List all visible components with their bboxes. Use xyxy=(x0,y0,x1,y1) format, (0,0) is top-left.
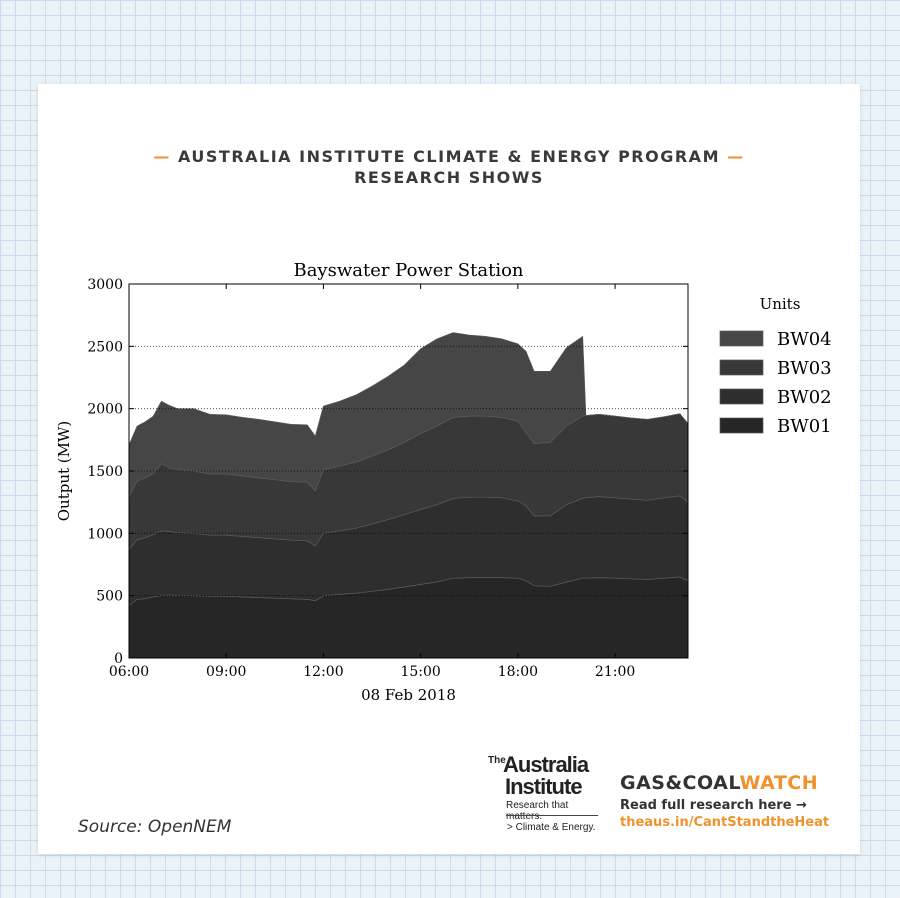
legend-swatch-bw03 xyxy=(719,359,764,376)
tai-logo-sub: > Climate & Energy. xyxy=(507,822,596,833)
infographic-card: — AUSTRALIA INSTITUTE CLIMATE & ENERGY P… xyxy=(38,84,860,854)
xtick-label: 18:00 xyxy=(498,664,538,680)
y-axis-label: Output (MW) xyxy=(55,421,73,522)
australia-institute-logo: The Australia Institute Research that ma… xyxy=(488,752,603,842)
xtick-label: 21:00 xyxy=(595,664,635,680)
ytick-label: 3000 xyxy=(87,277,123,293)
ytick-label: 2500 xyxy=(87,339,123,355)
tai-logo-line2: Institute xyxy=(505,774,583,799)
gcw-read-more: Read full research here → xyxy=(620,798,807,813)
bayswater-area-chart: 0 500 1000 1500 2000 2500 3000 06:00 09:00 12:00 1… xyxy=(55,260,832,704)
tai-logo-the: The xyxy=(488,755,506,766)
ytick-label: 0 xyxy=(114,651,123,667)
xtick-label: 09:00 xyxy=(206,664,246,680)
ytick-label: 1000 xyxy=(87,526,123,542)
legend-swatch-bw01 xyxy=(719,417,764,434)
header-dash-right: — xyxy=(727,147,745,166)
header-dash-left: — xyxy=(153,147,171,166)
gas-coal-watch-block: GAS&COALWATCH Read full research here → … xyxy=(620,772,850,830)
xtick-label: 12:00 xyxy=(303,664,343,680)
legend-label-bw02: BW02 xyxy=(777,387,832,408)
source-note: Source: OpenNEM xyxy=(78,817,232,837)
ytick-label: 1500 xyxy=(87,464,123,480)
gcw-brand-part1: GAS&COAL xyxy=(620,772,740,794)
legend-title: Units xyxy=(760,295,801,313)
gcw-brand: GAS&COALWATCH xyxy=(620,772,850,794)
ytick-label: 500 xyxy=(96,589,123,605)
legend-swatch-bw02 xyxy=(719,388,764,405)
program-header: — AUSTRALIA INSTITUTE CLIMATE & ENERGY P… xyxy=(38,146,860,188)
area-bw04 xyxy=(128,332,689,498)
legend-label-bw03: BW03 xyxy=(777,358,832,379)
xtick-label: 15:00 xyxy=(400,664,440,680)
ytick-label: 2000 xyxy=(87,402,123,418)
legend-label-bw01: BW01 xyxy=(777,416,832,437)
tai-logo-line1: Australia xyxy=(503,752,589,777)
tai-logo-tagline: Research that matters. xyxy=(506,800,569,822)
chart-title: Bayswater Power Station xyxy=(293,260,523,281)
legend-swatch-bw04 xyxy=(719,330,764,347)
header-line1: AUSTRALIA INSTITUTE CLIMATE & ENERGY PRO… xyxy=(178,147,720,166)
x-axis-label: 08 Feb 2018 xyxy=(361,686,456,704)
gcw-brand-part2: WATCH xyxy=(739,772,819,794)
tai-logo-rule xyxy=(506,815,598,816)
legend-label-bw04: BW04 xyxy=(777,329,832,350)
xtick-label: 06:00 xyxy=(109,664,149,680)
header-line2: RESEARCH SHOWS xyxy=(354,168,544,187)
gcw-research-link[interactable]: theaus.in/CantStandtheHeat xyxy=(620,815,830,830)
